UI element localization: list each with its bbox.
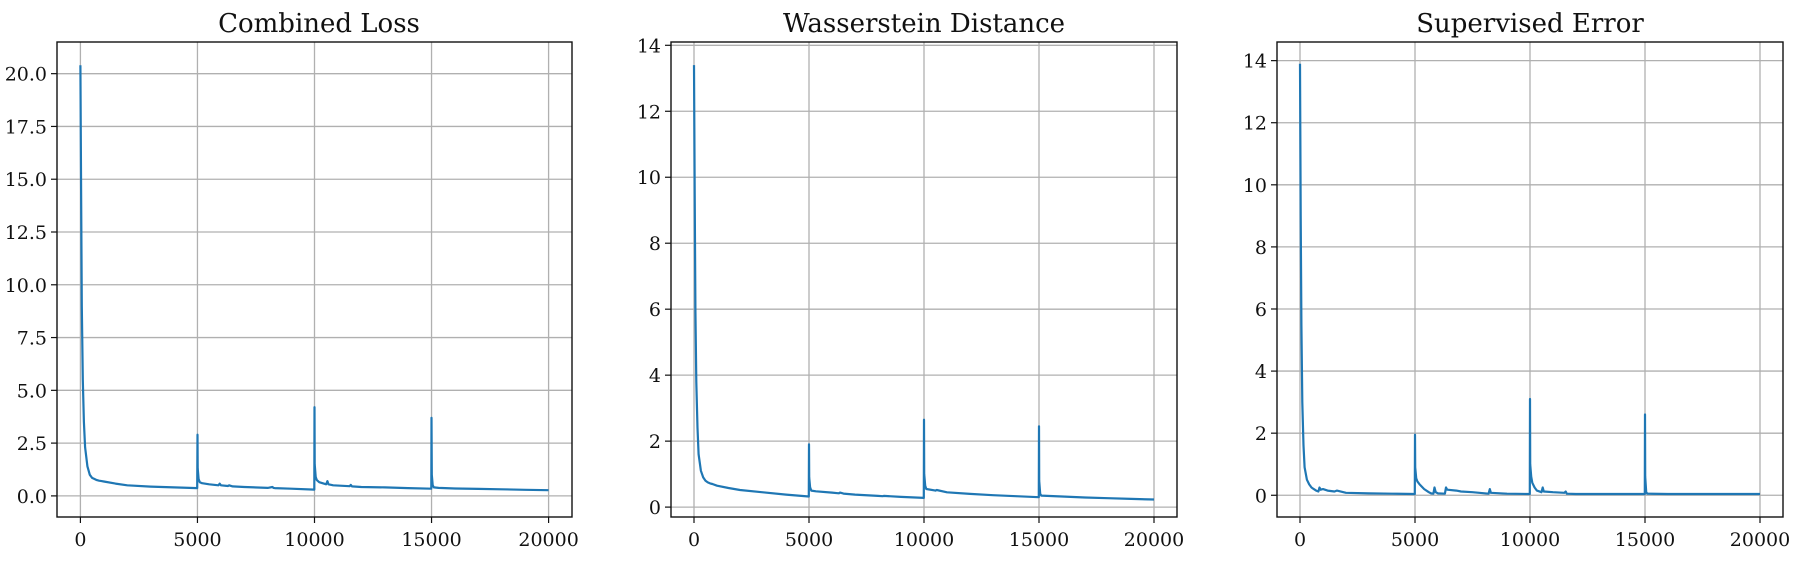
y-axis: 0.0 2.5 5.0 7.5 10.0 12.5 15.0 17.5 20.0 [5, 64, 57, 508]
x-tick-label: 0 [1294, 529, 1306, 551]
y-tick-label: 0 [649, 497, 661, 519]
y-axis: 0 2 4 6 8 10 12 14 [637, 35, 671, 519]
series-line [79, 65, 549, 492]
x-tick-label: 20000 [518, 529, 578, 551]
y-tick-label: 12 [637, 101, 661, 123]
y-tick-label: 4 [649, 365, 661, 387]
y-tick-label: 17.5 [5, 116, 47, 138]
y-tick-label: 14 [1243, 51, 1267, 73]
series-line [1298, 63, 1760, 496]
y-axis: 0 2 4 6 8 10 12 14 [1243, 51, 1277, 507]
y-tick-label: 10.0 [5, 275, 47, 297]
x-tick-label: 0 [688, 529, 700, 551]
subplot-supervised-error: Supervised Error 0 5000 10000 15000 20000 0 2… [1243, 9, 1790, 551]
y-tick-label: 12.5 [5, 222, 47, 244]
y-tick-label: 12 [1243, 113, 1267, 135]
plot-frame [670, 41, 1178, 518]
y-tick-label: 5.0 [17, 380, 47, 402]
chart-title: Combined Loss [218, 9, 420, 39]
chart-title: Wasserstein Distance [783, 9, 1065, 39]
y-tick-label: 0 [1255, 485, 1267, 507]
y-tick-label: 10 [637, 167, 661, 189]
y-tick-label: 14 [637, 35, 661, 57]
y-tick-label: 8 [649, 233, 661, 255]
x-tick-label: 10000 [284, 529, 344, 551]
x-tick-label: 20000 [1730, 529, 1790, 551]
x-tick-label: 0 [74, 529, 86, 551]
x-tick-label: 5000 [785, 529, 833, 551]
x-tick-label: 15000 [401, 529, 461, 551]
y-tick-label: 0.0 [17, 486, 47, 508]
x-tick-label: 15000 [1009, 529, 1069, 551]
subplot-wasserstein-distance: Wasserstein Distance 0 5000 10000 15000 2000… [637, 9, 1184, 551]
y-tick-label: 10 [1243, 175, 1267, 197]
y-tick-label: 7.5 [17, 328, 47, 350]
y-tick-label: 8 [1255, 237, 1267, 259]
plot-frame [56, 41, 573, 518]
series-line [692, 65, 1155, 501]
y-tick-label: 2 [1255, 423, 1267, 445]
chart-title: Supervised Error [1416, 9, 1644, 39]
grid [671, 42, 1177, 517]
y-tick-label: 20.0 [5, 64, 47, 86]
x-tick-label: 20000 [1124, 529, 1184, 551]
subplot-combined-loss: Combined Loss 0 5000 10000 15000 20000 0.0 2.… [5, 9, 579, 551]
x-tick-label: 5000 [1391, 529, 1439, 551]
y-tick-label: 15.0 [5, 169, 47, 191]
plot-frame [1276, 41, 1784, 518]
y-tick-label: 2.5 [17, 433, 47, 455]
x-axis: 0 5000 10000 15000 20000 [688, 517, 1184, 551]
x-tick-label: 10000 [1500, 529, 1560, 551]
y-tick-label: 6 [1255, 299, 1267, 321]
x-axis: 0 5000 10000 15000 20000 [74, 517, 579, 551]
y-tick-label: 6 [649, 299, 661, 321]
y-tick-label: 2 [649, 431, 661, 453]
x-tick-label: 10000 [894, 529, 954, 551]
y-tick-label: 4 [1255, 361, 1267, 383]
x-axis: 0 5000 10000 15000 20000 [1294, 517, 1790, 551]
x-tick-label: 15000 [1615, 529, 1675, 551]
x-tick-label: 5000 [173, 529, 221, 551]
